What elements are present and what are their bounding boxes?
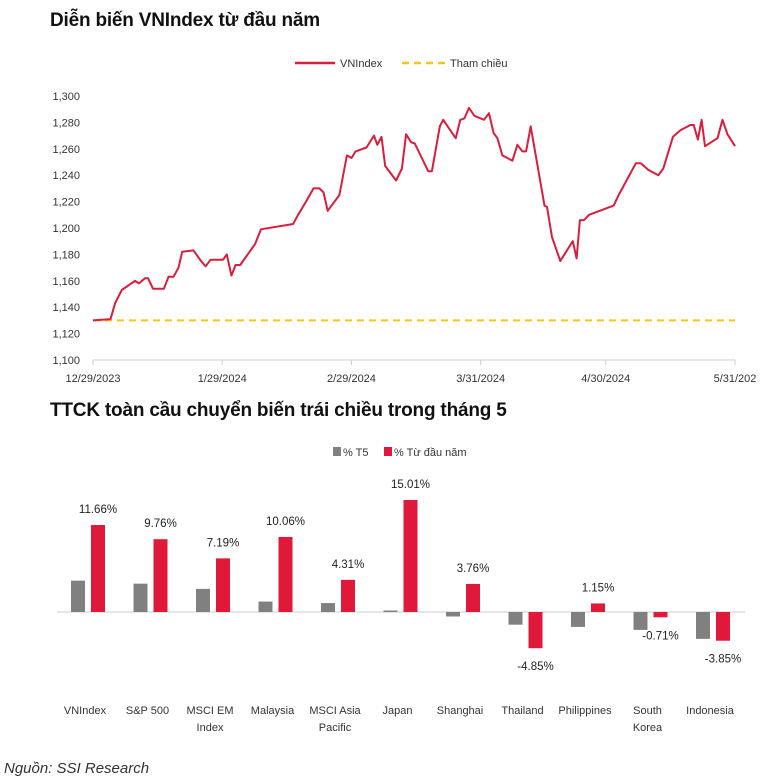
y-tick-label: 1,100 bbox=[52, 355, 80, 367]
y-tick-label: 1,300 bbox=[52, 91, 80, 103]
bar-ytd bbox=[466, 583, 480, 612]
global-markets-bar-chart: % T5 % Từ đầu năm 11.66% VNIndex 9.76% S&P 50… bbox=[57, 447, 745, 734]
category-label: Shanghai bbox=[437, 705, 484, 717]
data-label: -3.85% bbox=[705, 654, 741, 666]
y-tick-label: 1,160 bbox=[52, 276, 80, 288]
bar-t5 bbox=[321, 603, 335, 612]
bar-ytd bbox=[591, 603, 605, 612]
y-tick-label: 1,180 bbox=[52, 249, 80, 261]
data-label: 9.76% bbox=[144, 518, 177, 530]
category-label: MSCI Asia bbox=[309, 705, 361, 717]
data-label: -4.85% bbox=[517, 661, 553, 673]
bar-t5 bbox=[383, 610, 398, 612]
bar-ytd bbox=[528, 612, 543, 649]
y-tick-label: 1,200 bbox=[52, 223, 80, 235]
legend-t5-label: % T5 bbox=[343, 447, 368, 459]
category-label: S&P 500 bbox=[126, 705, 169, 717]
x-tick-label: 3/31/2024 bbox=[456, 373, 505, 385]
line-chart-title: Diễn biến VNIndex từ đầu năm bbox=[50, 10, 320, 31]
category-label: South bbox=[633, 705, 662, 717]
data-label: 11.66% bbox=[79, 504, 117, 516]
bar-t5 bbox=[133, 583, 148, 612]
bar-ytd bbox=[91, 525, 105, 612]
bar-chart-title: TTCK toàn cầu chuyển biến trái chiều tro… bbox=[50, 400, 507, 421]
bar-t5 bbox=[633, 612, 648, 630]
x-tick-label: 5/31/202 bbox=[714, 373, 757, 385]
y-tick-label: 1,280 bbox=[52, 117, 80, 129]
x-tick-label: 1/29/2024 bbox=[198, 373, 247, 385]
vnindex-line bbox=[92, 106, 736, 322]
source-note: Nguồn: SSI Research bbox=[4, 760, 150, 777]
x-tick-label: 2/29/2024 bbox=[327, 373, 376, 385]
bar-t5 bbox=[258, 601, 273, 612]
x-tick-label: 12/29/2023 bbox=[65, 373, 120, 385]
data-label: 4.31% bbox=[332, 559, 365, 571]
bar-ytd bbox=[341, 579, 355, 612]
legend-t5-swatch bbox=[333, 447, 341, 456]
category-label: Korea bbox=[633, 722, 663, 734]
legend-vnindex-label: VNIndex bbox=[340, 58, 383, 70]
bar-ytd bbox=[403, 500, 418, 612]
vnindex-line-chart: VNIndex Tham chiều 1,100 1,120 1,140 1,160 1,1… bbox=[52, 58, 757, 385]
y-tick-label: 1,220 bbox=[52, 197, 80, 209]
category-label: Japan bbox=[383, 705, 413, 717]
category-label: Malaysia bbox=[251, 705, 295, 717]
bar-ytd bbox=[278, 536, 293, 612]
bar-ytd bbox=[216, 558, 230, 612]
category-label: Index bbox=[197, 722, 224, 734]
x-tick-label: 4/30/2024 bbox=[581, 373, 630, 385]
bar-t5 bbox=[196, 588, 210, 612]
data-label: -0.71% bbox=[642, 630, 678, 642]
bar-t5 bbox=[446, 612, 460, 617]
bar-t5 bbox=[71, 580, 85, 612]
bar-ytd bbox=[153, 539, 168, 612]
category-label: MSCI EM bbox=[186, 705, 233, 717]
bar-ytd bbox=[653, 612, 668, 618]
bar-t5 bbox=[571, 612, 585, 627]
y-tick-label: 1,140 bbox=[52, 302, 80, 314]
bar-t5 bbox=[696, 612, 710, 639]
data-label: 1.15% bbox=[582, 582, 615, 594]
y-tick-label: 1,240 bbox=[52, 170, 80, 182]
legend-ytd-label: % Từ đầu năm bbox=[394, 447, 467, 459]
data-label: 3.76% bbox=[457, 563, 490, 575]
category-label: Pacific bbox=[319, 722, 352, 734]
bar-t5 bbox=[508, 612, 523, 625]
category-label: Indonesia bbox=[686, 705, 735, 717]
category-label: Philippines bbox=[558, 705, 612, 717]
category-label: VNIndex bbox=[64, 705, 107, 717]
category-label: Thailand bbox=[501, 705, 543, 717]
data-label: 15.01% bbox=[391, 479, 430, 491]
bar-ytd bbox=[716, 612, 730, 641]
data-label: 7.19% bbox=[207, 537, 240, 549]
legend-reference-label: Tham chiều bbox=[450, 58, 507, 70]
legend-ytd-swatch bbox=[384, 447, 392, 456]
data-label: 10.06% bbox=[266, 516, 305, 528]
y-tick-label: 1,120 bbox=[52, 329, 80, 341]
y-tick-label: 1,260 bbox=[52, 144, 80, 156]
